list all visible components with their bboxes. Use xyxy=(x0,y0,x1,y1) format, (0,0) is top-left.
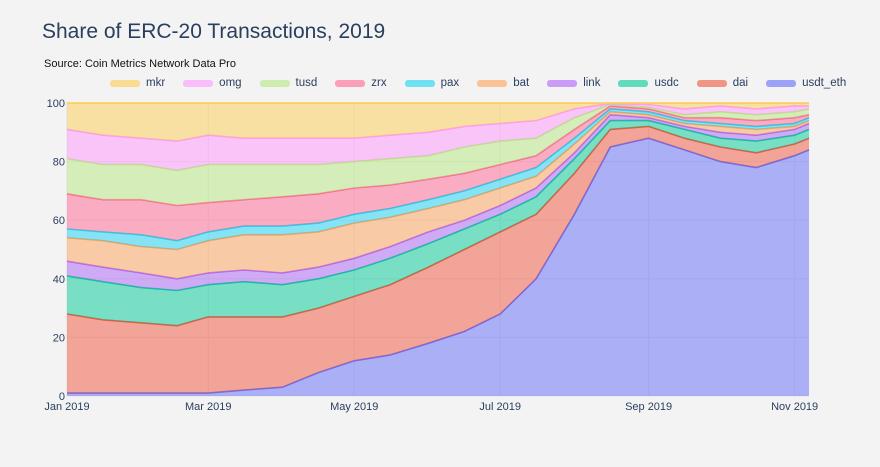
legend-item-usdc[interactable]: usdc xyxy=(618,77,679,89)
legend-item-pax[interactable]: pax xyxy=(404,77,460,89)
area-omg xyxy=(67,103,809,171)
legend-label: usdc xyxy=(654,77,679,89)
x-tick-label-0: Jan 2019 xyxy=(44,401,89,413)
area-dai xyxy=(67,126,809,394)
y-tick-label-40: 40 xyxy=(53,274,65,286)
y-tick-label-60: 60 xyxy=(53,215,65,227)
area-zrx xyxy=(67,105,809,241)
chart-title: Share of ERC-20 Transactions, 2019 xyxy=(42,20,386,43)
legend-item-tusd[interactable]: tusd xyxy=(259,77,318,89)
legend-label: bat xyxy=(513,77,530,89)
legend-item-usdt_eth[interactable]: usdt_eth xyxy=(766,77,846,89)
legend-item-bat[interactable]: bat xyxy=(477,77,529,89)
chart-subtitle: Source: Coin Metrics Network Data Pro xyxy=(44,58,236,70)
area-layer xyxy=(66,102,810,396)
area-usdt_eth xyxy=(67,138,809,396)
legend-swatch xyxy=(766,79,797,87)
legend-label: dai xyxy=(732,77,749,89)
legend-label: omg xyxy=(219,77,242,89)
legend-label: zrx xyxy=(371,77,387,89)
x-tick-label-3: Jul 2019 xyxy=(479,401,521,413)
legend-item-omg[interactable]: omg xyxy=(183,77,242,89)
legend-label: usdt_eth xyxy=(802,77,847,89)
legend-label: tusd xyxy=(295,77,318,89)
legend-swatch xyxy=(335,79,366,87)
x-tick-label-4: Sep 2019 xyxy=(625,401,672,413)
area-usdc xyxy=(67,120,809,326)
legend-label: mkr xyxy=(146,77,166,89)
legend-swatch xyxy=(110,79,140,87)
legend-label: link xyxy=(583,77,601,89)
area-tusd xyxy=(67,104,809,206)
y-tick-label-100: 100 xyxy=(47,98,65,110)
x-tick-label-5: Nov 2019 xyxy=(771,401,818,413)
x-tick-label-1: Mar 2019 xyxy=(185,401,231,413)
legend-item-link[interactable]: link xyxy=(547,77,600,89)
legend-item-dai[interactable]: dai xyxy=(696,77,749,89)
x-tick-label-2: May 2019 xyxy=(330,401,378,413)
area-mkr xyxy=(67,103,809,142)
legend-swatch xyxy=(618,79,649,87)
legend-swatch xyxy=(547,79,578,87)
y-tick-label-20: 20 xyxy=(53,332,65,344)
area-bat xyxy=(67,111,809,279)
legend-swatch xyxy=(183,79,214,87)
axis-layer: 0 20 40 60 80 100 Jan 2019 Mar 2019 May 2019 Jul … xyxy=(44,98,818,413)
legend-swatch xyxy=(404,79,435,87)
legend-label: pax xyxy=(440,77,460,89)
legend-swatch xyxy=(477,79,508,87)
chart-legend[interactable]: mkr omg tusd zrx pax bat link usdc dai usdt_eth xyxy=(110,77,864,89)
legend-swatch xyxy=(259,79,290,87)
legend-item-mkr[interactable]: mkr xyxy=(110,77,165,89)
y-tick-label-80: 80 xyxy=(53,157,65,169)
y-tick-label-0: 0 xyxy=(59,391,65,403)
legend-swatch xyxy=(696,79,727,87)
legend-item-zrx[interactable]: zrx xyxy=(335,77,387,89)
